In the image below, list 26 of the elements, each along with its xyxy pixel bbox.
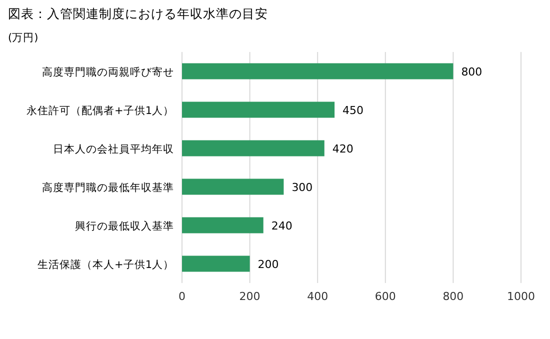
data-label: 450 — [342, 104, 364, 117]
x-tick-label: 800 — [442, 290, 464, 303]
x-tick-label: 400 — [307, 290, 328, 303]
text: (万円) — [8, 32, 38, 44]
y-tick-label: 高度専門職の最低年収基準 — [42, 180, 174, 194]
bar — [182, 102, 335, 118]
x-tick-label: 600 — [374, 290, 396, 303]
y-tick-label: 興行の最低収入基準 — [75, 219, 174, 232]
data-label: 420 — [332, 142, 354, 156]
x-tick-label: 0 — [178, 290, 186, 303]
chart-title: 図表：入管関連制度における年収水準の目安 — [8, 6, 268, 21]
y-tick-label: 日本人の会社員平均年収 — [53, 142, 174, 156]
y-tick-label: 永住許可（配偶者+子供1人） — [26, 104, 174, 117]
bar — [182, 63, 454, 80]
data-label: 240 — [271, 219, 292, 232]
bar — [182, 217, 264, 234]
y-tick-label: 高度専門職の両親呼び寄せ — [42, 65, 174, 78]
data-label: 300 — [292, 180, 313, 194]
data-label: 200 — [258, 258, 279, 271]
data-label: 800 — [461, 65, 482, 78]
x-tick-label: 200 — [239, 290, 260, 303]
bar — [182, 178, 284, 195]
bar — [182, 256, 250, 272]
bar — [182, 140, 324, 156]
x-tick-label: 1000 — [507, 290, 535, 303]
y-tick-label: 生活保護（本人+子供1人） — [38, 258, 174, 271]
